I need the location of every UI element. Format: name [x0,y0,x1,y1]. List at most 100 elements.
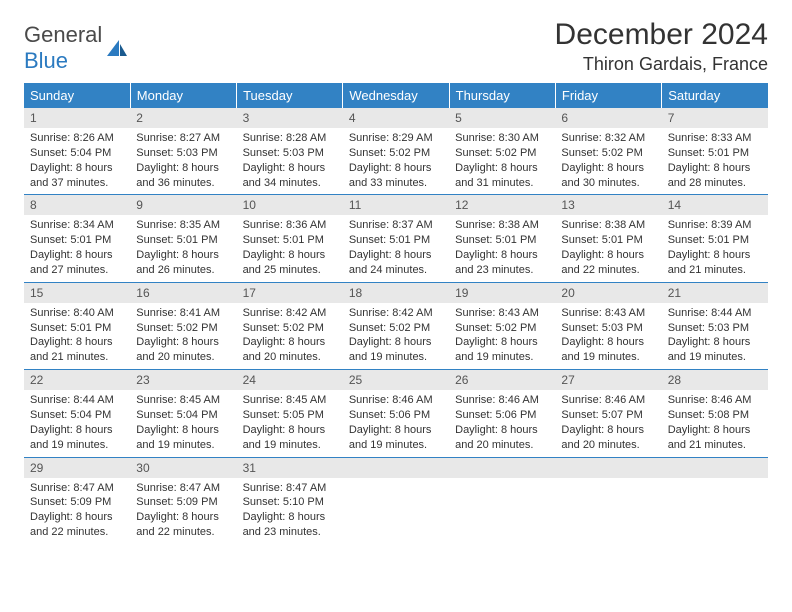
daylight-line: Daylight: 8 hours and 21 minutes. [668,249,751,276]
calendar-row: 15Sunrise: 8:40 AMSunset: 5:01 PMDayligh… [24,282,768,369]
sunset-line: Sunset: 5:03 PM [243,147,324,159]
day-content: Sunrise: 8:47 AMSunset: 5:10 PMDaylight:… [237,478,343,544]
calendar-cell: 17Sunrise: 8:42 AMSunset: 5:02 PMDayligh… [237,282,343,369]
weekday-header: Friday [555,83,661,108]
calendar-cell: 3Sunrise: 8:28 AMSunset: 5:03 PMDaylight… [237,108,343,195]
day-content: Sunrise: 8:36 AMSunset: 5:01 PMDaylight:… [237,215,343,281]
sunset-line: Sunset: 5:07 PM [561,409,642,421]
daylight-line: Daylight: 8 hours and 27 minutes. [30,249,113,276]
day-content: Sunrise: 8:43 AM Sunset: 5:03 PM Daylight:… [555,303,661,369]
daycontent-empty [449,478,555,528]
daylight-line: Daylight: 8 hours and 31 minutes. [455,162,538,189]
day-content: Sunrise: 8:38 AMSunset: 5:01 PMDaylight:… [449,215,555,281]
daylight-line: Daylight: 8 hours and 24 minutes. [349,249,432,276]
calendar-row: 29 Sunrise: 8:47 AM Sunset: 5:09 PM Dayligh… [24,457,768,544]
daylight-line: Daylight: 8 hours and 19 minutes. [668,336,751,363]
calendar-cell: 30Sunrise: 8:47 AMSunset: 5:09 PMDayligh… [130,457,236,544]
sunrise-line: Sunrise: 8:34 AM [30,219,114,231]
sunset-line: Sunset: 5:02 PM [349,322,430,334]
day-number: 7 [662,108,768,128]
day-content: Sunrise: 8:39 AMSunset: 5:01 PMDaylight:… [662,215,768,281]
day-content: Sunrise: 8:46 AMSunset: 5:07 PMDaylight:… [555,390,661,456]
calendar-cell: 1Sunrise: 8:26 AMSunset: 5:04 PMDaylight… [24,108,130,195]
daylight-line: Daylight: 8 hours and 30 minutes. [561,162,644,189]
weekday-header: Tuesday [237,83,343,108]
calendar-cell: 7Sunrise: 8:33 AMSunset: 5:01 PMDaylight… [662,108,768,195]
sunrise-line: Sunrise: 8:46 AM [455,394,539,406]
sunset-line: Sunset: 5:01 PM [243,234,324,246]
sunrise-line: Sunrise: 8:47 AM [30,482,114,494]
sunset-line: Sunset: 5:01 PM [30,234,111,246]
day-number: 2 [130,108,236,128]
daylight-line: Daylight: 8 hours and 19 minutes. [561,336,644,363]
sunrise-line: Sunrise: 8:46 AM [668,394,752,406]
sunrise-line: Sunrise: 8:45 AM [136,394,220,406]
day-content: Sunrise: 8:43 AMSunset: 5:02 PMDaylight:… [449,303,555,369]
sunrise-line: Sunrise: 8:29 AM [349,132,433,144]
day-content: Sunrise: 8:33 AMSunset: 5:01 PMDaylight:… [662,128,768,194]
calendar-cell: 28Sunrise: 8:46 AMSunset: 5:08 PMDayligh… [662,370,768,457]
sunset-line: Sunset: 5:05 PM [243,409,324,421]
daylight-line: Daylight: 8 hours and 19 minutes. [243,424,326,451]
sunset-line: Sunset: 5:06 PM [455,409,536,421]
day-content: Sunrise: 8:45 AMSunset: 5:05 PMDaylight:… [237,390,343,456]
daylight-line: Daylight: 8 hours and 37 minutes. [30,162,113,189]
day-number: 29 [24,458,130,478]
calendar-cell: 6Sunrise: 8:32 AMSunset: 5:02 PMDaylight… [555,108,661,195]
sunset-line: Sunset: 5:03 PM [668,322,749,334]
sunrise-line: Sunrise: 8:43 AM [455,307,539,319]
sunset-line: Sunset: 5:01 PM [455,234,536,246]
weekday-header: Wednesday [343,83,449,108]
day-content: Sunrise: 8:28 AMSunset: 5:03 PMDaylight:… [237,128,343,194]
sunset-line: Sunset: 5:02 PM [561,147,642,159]
calendar-cell: 19Sunrise: 8:43 AMSunset: 5:02 PMDayligh… [449,282,555,369]
weekday-header: Thursday [449,83,555,108]
day-number: 18 [343,283,449,303]
logo-word-blue: Blue [24,48,68,73]
day-number: 17 [237,283,343,303]
day-number: 23 [130,370,236,390]
sunrise-line: Sunrise: 8:39 AM [668,219,752,231]
day-number: 14 [662,195,768,215]
calendar-cell: 14Sunrise: 8:39 AMSunset: 5:01 PMDayligh… [662,195,768,282]
daylight-line: Daylight: 8 hours and 19 minutes. [30,424,113,451]
day-number: 11 [343,195,449,215]
calendar-cell: 22Sunrise: 8:44 AMSunset: 5:04 PMDayligh… [24,370,130,457]
sunrise-line: Sunrise: 8:46 AM [561,394,645,406]
calendar-cell: 12Sunrise: 8:38 AMSunset: 5:01 PMDayligh… [449,195,555,282]
daynum-empty [343,458,449,478]
day-number: 21 [662,283,768,303]
weekday-header: Sunday [24,83,130,108]
day-number: 19 [449,283,555,303]
calendar-table: SundayMondayTuesdayWednesdayThursdayFrid… [24,83,768,544]
sunrise-line: Sunrise: 8:38 AM [455,219,539,231]
location: Thiron Gardais, France [555,54,768,75]
calendar-cell: 8Sunrise: 8:34 AMSunset: 5:01 PMDaylight… [24,195,130,282]
sunrise-line: Sunrise: 8:42 AM [349,307,433,319]
sunrise-line: Sunrise: 8:35 AM [136,219,220,231]
daylight-line: Daylight: 8 hours and 23 minutes. [243,511,326,538]
sunset-line: Sunset: 5:01 PM [30,322,111,334]
day-content: Sunrise: 8:32 AM Sunset: 5:02 PM Daylight:… [555,128,661,194]
day-number: 22 [24,370,130,390]
sunrise-line: Sunrise: 8:33 AM [668,132,752,144]
calendar-cell: 13Sunrise: 8:38 AMSunset: 5:01 PMDayligh… [555,195,661,282]
sunrise-line: Sunrise: 8:42 AM [243,307,327,319]
sunrise-line: Sunrise: 8:43 AM [561,307,645,319]
daycontent-empty [343,478,449,528]
sunset-line: Sunset: 5:03 PM [561,322,642,334]
daylight-line: Daylight: 8 hours and 21 minutes. [668,424,751,451]
daycontent-empty [662,478,768,528]
day-content: Sunrise: 8:29 AMSunset: 5:02 PMDaylight:… [343,128,449,194]
day-content: Sunrise: 8:27 AMSunset: 5:03 PMDaylight:… [130,128,236,194]
sunrise-line: Sunrise: 8:32 AM [561,132,645,144]
day-number: 25 [343,370,449,390]
sunrise-line: Sunrise: 8:28 AM [243,132,327,144]
sunrise-line: Sunrise: 8:38 AM [561,219,645,231]
sunset-line: Sunset: 5:09 PM [30,496,111,508]
calendar-cell: 4Sunrise: 8:29 AMSunset: 5:02 PMDaylight… [343,108,449,195]
sunrise-line: Sunrise: 8:44 AM [30,394,114,406]
sunset-line: Sunset: 5:02 PM [455,322,536,334]
daylight-line: Daylight: 8 hours and 33 minutes. [349,162,432,189]
calendar-cell: 11Sunrise: 8:37 AMSunset: 5:01 PMDayligh… [343,195,449,282]
